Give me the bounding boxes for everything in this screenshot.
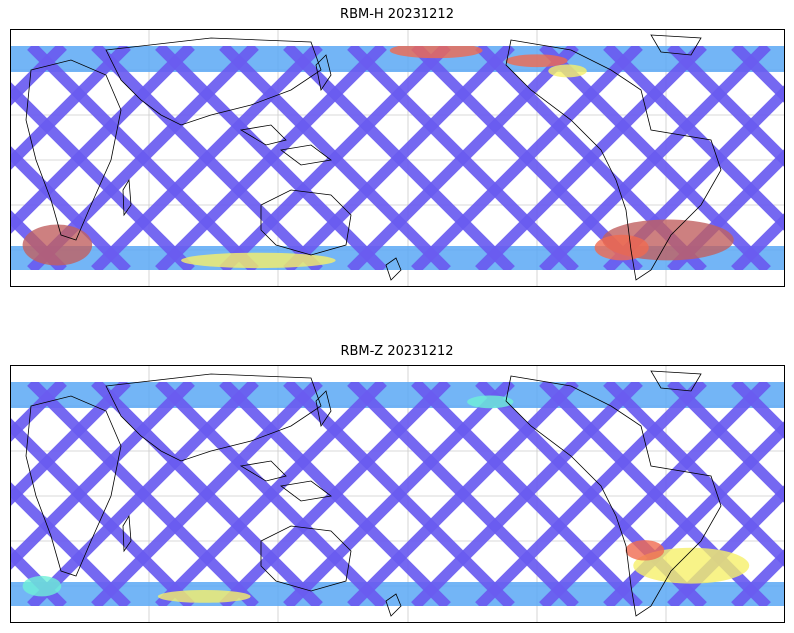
- swath-desc: [475, 382, 707, 606]
- coastline-0: [25, 59, 122, 241]
- map-panel-rbm-h: [10, 29, 785, 287]
- coastline-3: [239, 124, 287, 146]
- swath-desc: [731, 213, 784, 270]
- hot-spot-5: [181, 252, 336, 269]
- swath-desc: [91, 46, 323, 270]
- swath-layer: [11, 382, 784, 606]
- swath-desc: [11, 382, 131, 506]
- map-panel-rbm-z: [10, 365, 785, 623]
- coastline-5: [260, 525, 352, 592]
- coastline-6: [385, 593, 402, 617]
- coastline-7: [505, 39, 722, 281]
- swath-band-north: [11, 382, 784, 408]
- swath-desc: [475, 46, 707, 270]
- map-plot-rbm-z: [11, 366, 784, 622]
- swath-desc: [411, 46, 643, 270]
- hot-spot-4: [467, 395, 514, 409]
- hot-spot-6: [548, 64, 587, 78]
- panel-title-rbm-h: RBM-H 20231212: [340, 7, 454, 22]
- swath-desc: [539, 46, 771, 270]
- coastline-9: [315, 390, 332, 428]
- hot-spot-0: [22, 224, 93, 266]
- swath-band-south: [11, 582, 784, 606]
- swath-desc: [27, 382, 259, 606]
- swath-desc: [283, 382, 515, 606]
- hot-spot-1: [389, 46, 483, 59]
- hot-spot-0: [633, 547, 750, 584]
- swath-desc: [11, 46, 195, 234]
- coastlines: [25, 370, 722, 617]
- hot-spot-2: [505, 54, 568, 68]
- coastline-5: [260, 189, 352, 256]
- swath-desc: [347, 46, 579, 270]
- coastline-6: [385, 257, 402, 281]
- coastline-7: [505, 375, 722, 617]
- hot-spot-3: [22, 575, 62, 597]
- coastline-4: [280, 144, 332, 166]
- swath-desc: [11, 46, 67, 106]
- swath-desc: [219, 382, 451, 606]
- coastline-8: [650, 34, 702, 56]
- coastline-2: [105, 37, 322, 126]
- swath-desc: [91, 382, 323, 606]
- swath-desc: [11, 382, 67, 442]
- swath-desc: [11, 382, 195, 570]
- swath-desc: [283, 46, 515, 270]
- swath-desc: [347, 382, 579, 606]
- hot-spot-2: [157, 590, 251, 603]
- swath-asc: [11, 210, 67, 270]
- swath-layer: [11, 46, 784, 270]
- coastline-9: [315, 54, 332, 92]
- coastline-0: [25, 395, 122, 577]
- map-plot-rbm-h: [11, 30, 784, 286]
- hot-spot-1: [625, 540, 665, 561]
- swath-asc: [731, 46, 784, 103]
- swath-desc: [219, 46, 451, 270]
- coastline-3: [239, 460, 287, 482]
- coastline-1: [122, 514, 132, 553]
- swath-desc: [155, 46, 387, 270]
- swath-desc: [539, 382, 771, 606]
- coastline-1: [122, 178, 132, 217]
- coastline-4: [280, 480, 332, 502]
- swath-asc: [11, 546, 67, 606]
- coastlines: [25, 34, 722, 281]
- swath-asc: [731, 382, 784, 439]
- swath-desc: [155, 382, 387, 606]
- swath-desc: [731, 549, 784, 606]
- swath-desc: [411, 382, 643, 606]
- hot-spot-4: [594, 234, 649, 261]
- coastline-8: [650, 370, 702, 392]
- panel-title-rbm-z: RBM-Z 20231212: [340, 344, 454, 359]
- coastline-2: [105, 373, 322, 462]
- swath-desc: [11, 46, 131, 170]
